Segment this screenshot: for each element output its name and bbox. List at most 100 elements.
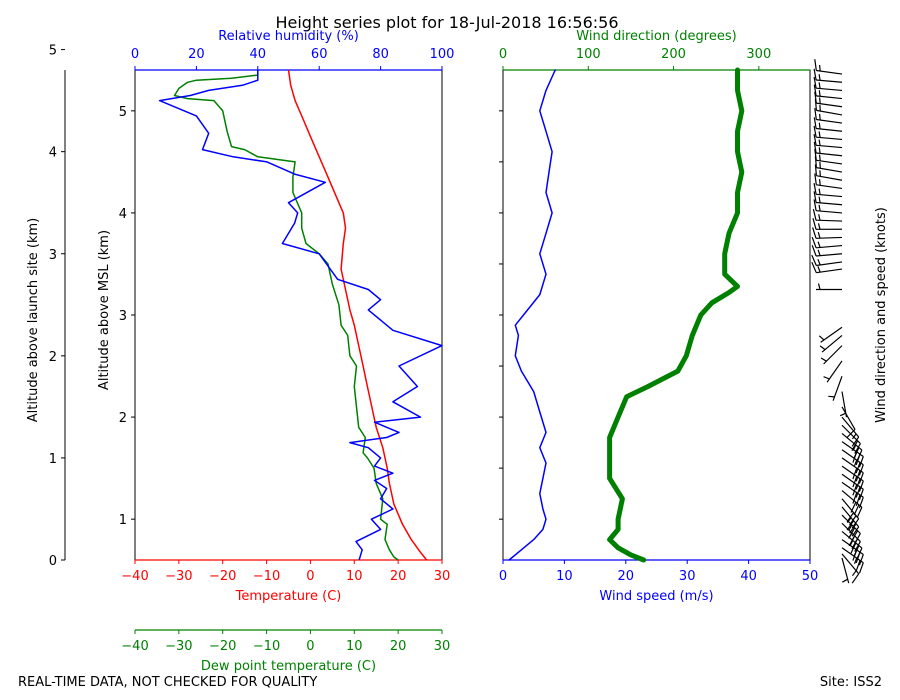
chart-title: Height series plot for 18-Jul-2018 16:56… — [275, 13, 618, 32]
barb-feather — [858, 472, 864, 484]
wind-barb — [815, 283, 843, 291]
wind-barb — [813, 191, 843, 206]
barb-feather — [854, 443, 861, 454]
temperature-tick-label: 0 — [306, 569, 314, 584]
barb-feather — [855, 478, 861, 490]
barb-feather — [853, 447, 860, 459]
barb-feather — [813, 182, 817, 195]
barb-panel: Wind direction and speed (knots) — [811, 59, 889, 584]
series-temperature — [287, 69, 428, 561]
barb-staff — [816, 102, 843, 108]
barb-staff — [816, 87, 843, 92]
temperature-tick-label: 30 — [434, 569, 451, 584]
barb-half-feather — [818, 74, 821, 81]
msl-tick-label: 3 — [119, 309, 127, 324]
barb-feather — [855, 560, 861, 572]
humidity-tick-label: 100 — [430, 47, 455, 62]
barb-feather — [851, 436, 860, 447]
wind-barb — [819, 334, 843, 353]
temperature-tick-label: 20 — [390, 569, 407, 584]
wind-barb — [814, 59, 843, 75]
barb-feather — [846, 520, 855, 531]
barb-feather — [811, 254, 817, 266]
barb-feather — [856, 507, 863, 518]
barb-staff — [841, 457, 864, 474]
wind-barb — [813, 84, 843, 100]
wind-barb — [812, 218, 843, 230]
barb-feather — [846, 512, 855, 523]
dewpoint-tick-label: 0 — [306, 639, 314, 654]
series-wind-speed — [508, 69, 556, 561]
barb-staff — [841, 406, 856, 430]
barb-staff — [826, 360, 843, 383]
barb-feather — [852, 468, 858, 480]
barb-staff — [841, 449, 864, 466]
barb-half-feather — [819, 154, 821, 161]
barb-feather — [851, 440, 859, 451]
wind-barb — [812, 227, 843, 239]
wind-barb — [841, 416, 860, 447]
barb-staff — [816, 244, 843, 249]
barb-feather — [848, 527, 856, 538]
barb-feather — [855, 470, 861, 482]
wind-speed-axis-label: Wind speed (m/s) — [599, 589, 713, 604]
wind-barb — [841, 449, 864, 476]
wind-barb — [813, 141, 843, 157]
barb-staff — [841, 391, 848, 418]
barb-feather — [813, 84, 817, 96]
barb-half-feather — [852, 433, 857, 440]
barb-feather — [850, 542, 857, 554]
barb-half-feather — [818, 147, 821, 154]
barb-feather — [854, 533, 861, 544]
barb-feather — [814, 173, 817, 185]
barb-staff — [816, 79, 843, 83]
barb-feather — [812, 218, 817, 230]
barb-staff — [816, 201, 843, 206]
barb-staff — [820, 326, 843, 343]
barb-staff — [815, 219, 843, 222]
barb-half-feather — [818, 139, 821, 146]
wind-barb — [823, 360, 843, 383]
barb-half-feather — [852, 570, 857, 577]
wind-barb — [820, 345, 843, 365]
wind-speed-tick-label: 40 — [740, 569, 757, 584]
barb-feather — [814, 108, 817, 120]
barb-feather — [812, 227, 817, 239]
barb-feather — [850, 501, 857, 513]
barb-half-feather — [817, 223, 821, 230]
barb-half-feather — [819, 113, 821, 121]
barb-half-feather — [842, 578, 848, 583]
barb-half-feather — [818, 214, 821, 221]
wind-barb — [813, 117, 843, 132]
barb-feather — [814, 164, 817, 176]
barb-half-feather — [817, 258, 821, 266]
wind-barb — [814, 148, 843, 165]
temperature-tick-label: −30 — [165, 569, 192, 584]
wind-barb — [841, 498, 860, 529]
launch-tick-label: 2 — [49, 350, 57, 365]
barb-staff — [841, 498, 860, 520]
barb-staff — [816, 184, 843, 190]
barb-staff — [821, 334, 843, 353]
barb-half-feather — [818, 122, 821, 130]
barb-staff — [841, 557, 850, 584]
barb-half-feather — [823, 376, 830, 380]
launch-tick-label: 1 — [49, 452, 57, 467]
wind-barb — [818, 326, 843, 343]
barb-feather — [813, 117, 817, 129]
dewpoint-tick-label: −10 — [253, 639, 280, 654]
barb-half-feather — [818, 196, 821, 203]
barb-feather — [811, 245, 817, 257]
wind-barb — [841, 465, 864, 492]
barb-half-feather — [817, 283, 821, 290]
barb-staff — [816, 253, 843, 257]
series-relative-humidity — [158, 70, 443, 561]
wind-speed-tick-label: 0 — [499, 569, 507, 584]
barb-half-feather — [852, 444, 857, 451]
barb-feather — [858, 488, 864, 501]
barb-feather — [856, 449, 863, 461]
barb-feather — [812, 208, 817, 221]
barb-feather — [858, 562, 864, 574]
barb-feather — [811, 261, 817, 273]
